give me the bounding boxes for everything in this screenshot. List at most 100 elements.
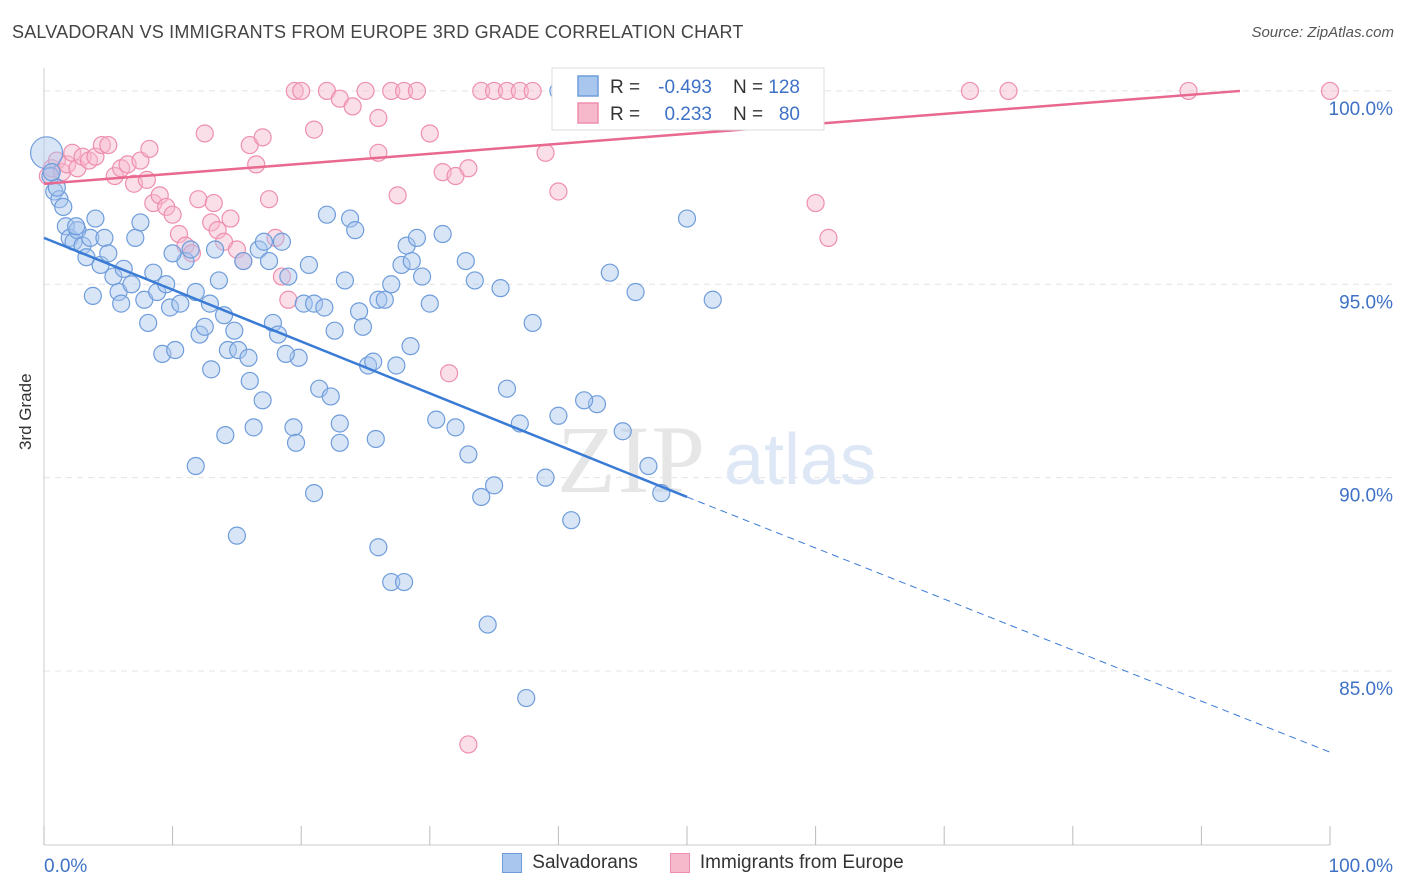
salvadorans-point xyxy=(325,321,344,340)
immigrants-point xyxy=(285,81,304,101)
immigrants-point xyxy=(247,155,266,174)
salvadorans-point xyxy=(86,209,105,228)
immigrants-point xyxy=(272,267,292,286)
salvadorans-point xyxy=(259,251,279,271)
salvadorans-point xyxy=(286,433,306,452)
legend-label-salvadorans: Salvadorans xyxy=(532,852,638,873)
immigrants-point xyxy=(140,139,159,159)
salvadorans-point xyxy=(276,344,295,363)
salvadorans-point xyxy=(166,340,185,360)
trend-lines xyxy=(43,89,1331,753)
salvadorans-point xyxy=(626,282,645,302)
y-tick-label: 100.0% xyxy=(1329,99,1394,120)
salvadorans-trend-line xyxy=(43,236,688,499)
salvadorans-point xyxy=(254,232,274,251)
salvadorans-point xyxy=(330,414,349,433)
salvadorans-point xyxy=(330,433,349,452)
salvadorans-point xyxy=(369,290,388,309)
salvadorans-point xyxy=(549,406,568,425)
watermark: ZIP atlas xyxy=(557,406,876,513)
immigrants-point xyxy=(536,143,555,162)
salvadorans-point xyxy=(163,244,182,263)
immigrants-point xyxy=(1179,81,1198,101)
immigrants-point xyxy=(369,108,388,128)
salvadorans-point xyxy=(433,224,452,244)
immigrants-point xyxy=(999,81,1018,101)
salvadorans-point xyxy=(346,221,365,240)
immigrants-point xyxy=(86,147,105,166)
immigrants-point xyxy=(382,81,401,101)
immigrants-point xyxy=(150,186,169,205)
salvadorans-point xyxy=(375,290,394,309)
r-value-2: 0.233 xyxy=(664,104,712,125)
salvadorans-point xyxy=(349,302,369,321)
salvadorans-point xyxy=(321,387,340,406)
axes xyxy=(43,68,1331,846)
x-tick-label: 0.0% xyxy=(44,856,87,877)
salvadorans-point xyxy=(56,217,75,236)
immigrants-point xyxy=(47,151,66,170)
series-legend: Salvadorans Immigrants from Europe xyxy=(0,852,1406,874)
immigrants-point xyxy=(523,81,542,101)
immigrants-point xyxy=(304,120,324,139)
salvadorans-point xyxy=(412,267,432,286)
legend-item-salvadorans: Salvadorans xyxy=(502,852,638,874)
salvadorans-point xyxy=(294,294,313,313)
salvadorans-point xyxy=(382,572,401,592)
salvadorans-point xyxy=(315,298,334,317)
salvadorans-point xyxy=(234,251,253,271)
salvadorans-point xyxy=(485,476,504,495)
immigrants-point xyxy=(459,735,478,754)
salvadorans-point xyxy=(427,410,446,429)
x-tick-labels: 0.0% 100.0% xyxy=(44,856,1393,877)
salvadorans-point xyxy=(392,255,411,275)
salvadorans-point xyxy=(42,163,61,182)
immigrants-point xyxy=(472,81,491,101)
salvadorans-point xyxy=(382,275,401,294)
immigrants-point xyxy=(163,205,182,224)
x-tick-label: 100.0% xyxy=(1329,856,1394,877)
y-tick-label: 85.0% xyxy=(1339,679,1393,700)
salvadorans-point xyxy=(562,511,581,530)
salvadorans-point xyxy=(299,255,319,275)
salvadorans-point xyxy=(536,468,555,487)
salvadorans-point xyxy=(340,209,360,228)
immigrants-point xyxy=(221,209,240,228)
immigrants-point xyxy=(485,81,504,101)
salvadorans-point xyxy=(703,290,722,309)
salvadorans-point xyxy=(131,213,150,232)
salvadorans-point xyxy=(122,275,141,294)
n-label-1: N = xyxy=(733,77,763,98)
salvadorans-point xyxy=(181,240,200,259)
salvadorans-point xyxy=(279,267,298,286)
immigrants-point xyxy=(227,240,246,259)
y-tick-labels: 85.0% 90.0% 95.0% 100.0% xyxy=(1329,99,1394,700)
salvadorans-point xyxy=(253,391,272,410)
immigrants-point xyxy=(407,81,427,101)
immigrants-point xyxy=(819,228,838,247)
legend-swatch-blue xyxy=(502,853,523,873)
salvadorans-point xyxy=(335,271,355,290)
stats-swatch-blue xyxy=(577,75,599,97)
salvadorans-point xyxy=(202,360,221,379)
salvadorans-point xyxy=(394,572,414,592)
salvadorans-point xyxy=(99,244,118,263)
n-value-1: 128 xyxy=(768,77,800,98)
salvadorans-point xyxy=(369,538,388,557)
salvadorans-point xyxy=(227,526,246,545)
salvadorans-point xyxy=(216,425,235,445)
salvadorans-point xyxy=(491,279,510,298)
salvadorans-point xyxy=(112,294,131,313)
y-tick-label: 95.0% xyxy=(1339,292,1393,313)
salvadorans-point xyxy=(420,294,439,313)
salvadorans-point xyxy=(160,298,180,317)
salvadorans-point xyxy=(304,294,324,313)
immigrants-point xyxy=(343,97,362,116)
immigrants-point xyxy=(1320,81,1340,101)
chart-title: SALVADORAN VS IMMIGRANTS FROM EUROPE 3RD… xyxy=(12,22,744,42)
salvadorans-point xyxy=(465,271,484,290)
salvadorans-point xyxy=(401,337,420,356)
salvadorans-point xyxy=(205,240,225,259)
immigrants-point xyxy=(58,155,77,174)
